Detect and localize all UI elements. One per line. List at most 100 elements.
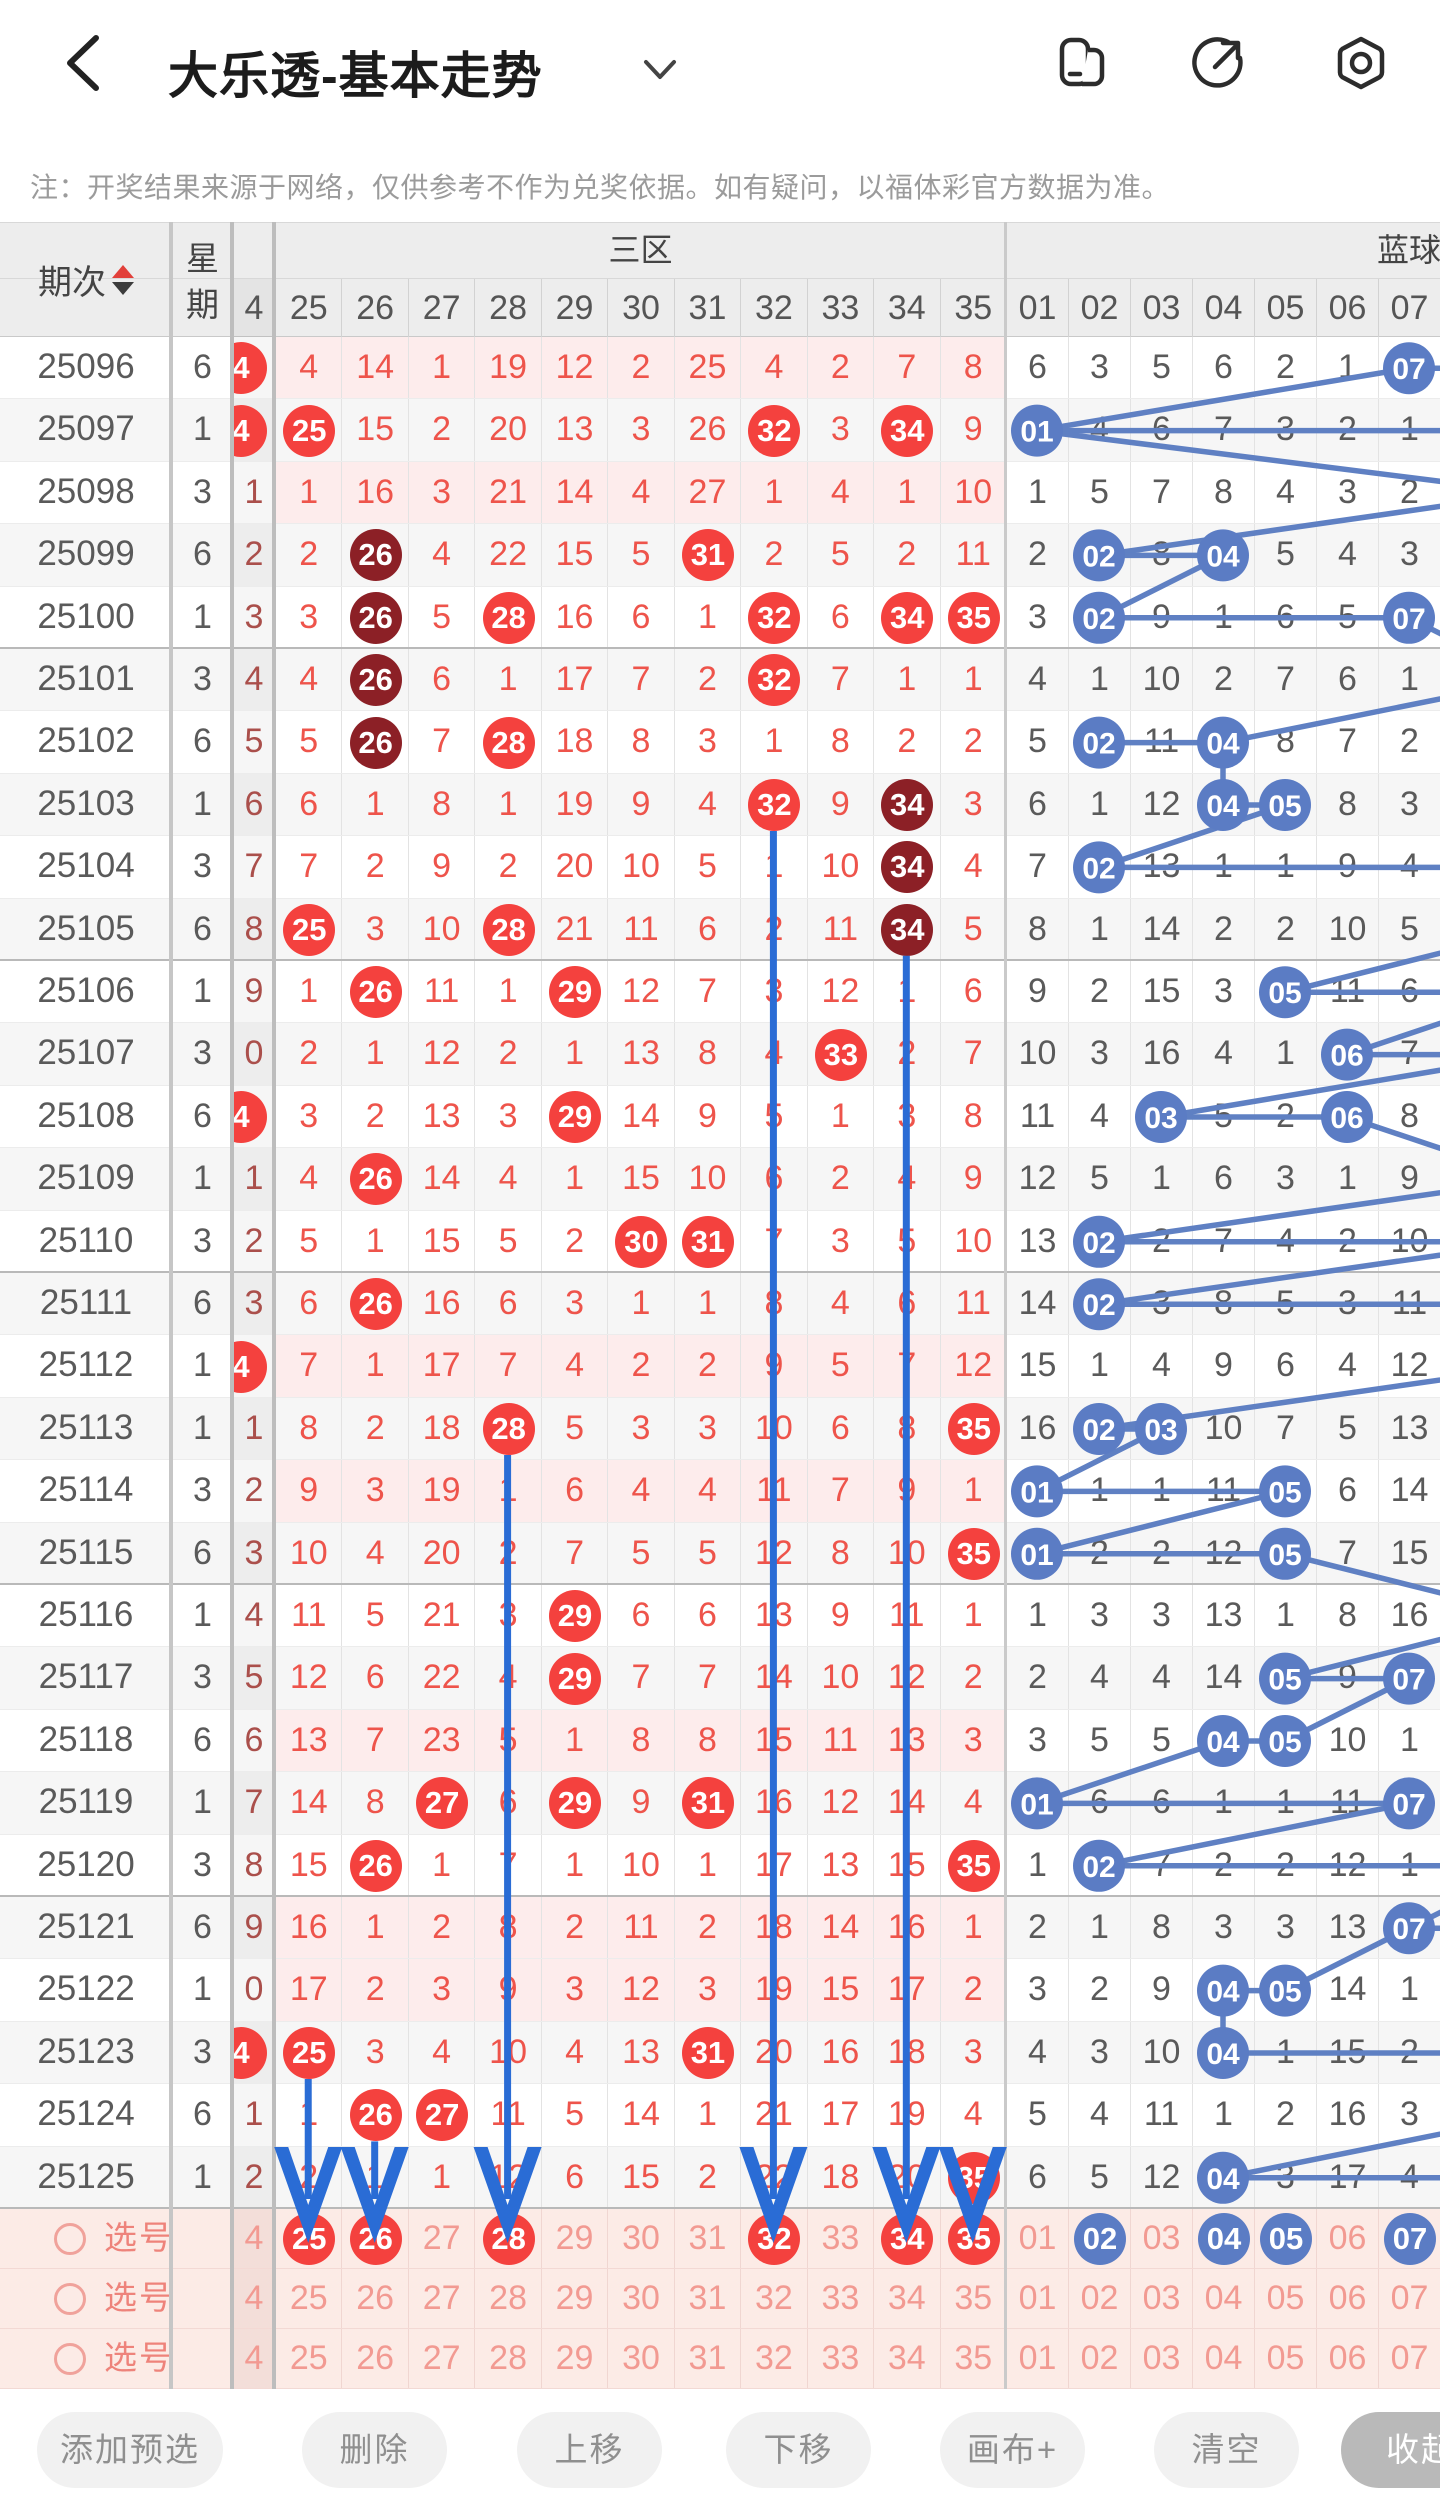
toolbar-button-5[interactable]: 画布+	[940, 2412, 1085, 2488]
select-number-red[interactable]: 35	[939, 2329, 1006, 2388]
select-number-blue[interactable]: 03	[1130, 2209, 1192, 2268]
red-miss-cell: 2	[806, 1148, 873, 1210]
select-number-blue[interactable]: 06	[1316, 2209, 1378, 2268]
record-icon[interactable]	[1332, 34, 1390, 92]
select-number-blue[interactable]: 07	[1378, 2269, 1440, 2328]
select-number-blue[interactable]: 02	[1068, 2269, 1130, 2328]
select-number-red[interactable]: 31	[673, 2329, 740, 2388]
selected-blue-ball[interactable]: 02	[1074, 2213, 1126, 2265]
toolbar-button-6[interactable]: 清空	[1154, 2412, 1299, 2488]
select-number-red[interactable]: 27	[407, 2269, 474, 2328]
select-number-red[interactable]: 25	[275, 2329, 341, 2388]
selected-blue-ball[interactable]: 05	[1260, 2213, 1312, 2265]
share-icon[interactable]	[1190, 34, 1248, 92]
red-miss-cell: 3	[341, 2021, 407, 2084]
select-number-red[interactable]: 29	[540, 2329, 607, 2388]
select-number-red[interactable]: 27	[407, 2329, 474, 2388]
selected-red-ball[interactable]: 25	[283, 2213, 336, 2265]
select-number-blue[interactable]: 06	[1316, 2269, 1378, 2328]
toolbar-button-2[interactable]: 删除	[302, 2412, 447, 2488]
select-number-blue[interactable]: 03	[1130, 2269, 1192, 2328]
select-number-red[interactable]: 33	[806, 2209, 873, 2268]
select-number-red[interactable]: 34	[873, 2209, 939, 2268]
red-miss-cell: 28	[474, 898, 540, 959]
toolbar-button-4[interactable]: 下移	[726, 2412, 871, 2488]
red-miss-cell: 31	[673, 1772, 740, 1834]
select-number-blue[interactable]: 05	[1254, 2209, 1316, 2268]
select-number-blue[interactable]: 02	[1068, 2209, 1130, 2268]
select-number-red[interactable]: 32	[740, 2269, 806, 2328]
select-number-blue[interactable]: 05	[1254, 2269, 1316, 2328]
selected-red-ball[interactable]: 35	[947, 2213, 1000, 2265]
select-row-radio[interactable]	[54, 2223, 86, 2255]
selected-red-ball[interactable]: 34	[881, 2213, 934, 2265]
select-number-red[interactable]: 29	[540, 2209, 607, 2268]
red-miss-cell: 2	[474, 836, 540, 898]
red-miss-cell: 16	[341, 461, 408, 524]
select-number-blue[interactable]: 03	[1130, 2329, 1192, 2388]
red-miss-cell: 4	[806, 1273, 873, 1335]
select-row-radio[interactable]	[54, 2343, 86, 2375]
blue-miss-cell: 15	[1316, 2021, 1378, 2084]
select-number-blue[interactable]: 04	[1192, 2209, 1254, 2268]
toolbar-button-1[interactable]: 添加预选	[37, 2412, 223, 2488]
select-number-red[interactable]: 27	[407, 2209, 474, 2268]
red-miss-cell: 2	[474, 1023, 540, 1085]
select-number-red[interactable]: 25	[275, 2269, 341, 2328]
select-number-red[interactable]: 26	[341, 2329, 407, 2388]
blue-miss-cell: 2	[1192, 1834, 1254, 1895]
period-sort-header[interactable]: 期次	[0, 222, 172, 337]
select-number-blue[interactable]: 04	[1192, 2269, 1254, 2328]
select-number-blue[interactable]: 01	[1006, 2329, 1068, 2388]
red-miss-cell: 7	[740, 1210, 806, 1271]
selected-red-ball[interactable]: 32	[748, 2213, 801, 2265]
select-number-red[interactable]: 32	[740, 2209, 806, 2268]
blue-miss-cell: 8	[1316, 773, 1378, 836]
windows-icon[interactable]	[1054, 34, 1112, 92]
toolbar-button-7[interactable]: 收起	[1341, 2412, 1440, 2488]
select-number-red[interactable]: 33	[806, 2269, 873, 2328]
select-number-red[interactable]: 26	[341, 2269, 407, 2328]
blue-miss-cell: 2	[1068, 961, 1130, 1023]
select-number-blue[interactable]: 01	[1006, 2209, 1068, 2268]
title-dropdown-icon[interactable]	[640, 58, 680, 82]
select-number-red[interactable]: 35	[939, 2209, 1006, 2268]
select-row-radio[interactable]	[54, 2283, 86, 2315]
select-number-red[interactable]: 31	[673, 2269, 740, 2328]
select-number-red[interactable]: 30	[607, 2209, 673, 2268]
select-number-red[interactable]: 26	[341, 2209, 407, 2268]
select-number-red[interactable]: 28	[474, 2329, 540, 2388]
cut-miss-value: 5	[244, 1658, 264, 1697]
select-number-blue[interactable]: 01	[1006, 2269, 1068, 2328]
select-number-blue[interactable]: 05	[1254, 2329, 1316, 2388]
select-number-red[interactable]: 30	[607, 2269, 673, 2328]
blue-miss-cell: 11	[1378, 1273, 1440, 1335]
selected-blue-ball[interactable]: 07	[1384, 2213, 1436, 2265]
select-number-red[interactable]: 34	[873, 2329, 939, 2388]
red-miss-cell: 35	[939, 2146, 1006, 2207]
selected-red-ball[interactable]: 26	[349, 2213, 402, 2265]
selected-blue-ball[interactable]: 04	[1198, 2213, 1250, 2265]
select-number-blue[interactable]: 06	[1316, 2329, 1378, 2388]
select-number-red[interactable]: 31	[673, 2209, 740, 2268]
select-number-red[interactable]: 29	[540, 2269, 607, 2328]
select-number-red[interactable]: 28	[474, 2209, 540, 2268]
select-number-blue[interactable]: 07	[1378, 2209, 1440, 2268]
select-number-red[interactable]: 25	[275, 2209, 341, 2268]
select-number-red[interactable]: 34	[873, 2269, 939, 2328]
red-miss-cell: 17	[740, 1834, 806, 1895]
back-icon[interactable]	[58, 32, 110, 94]
select-number-red[interactable]: 30	[607, 2329, 673, 2388]
select-number-red[interactable]: 35	[939, 2269, 1006, 2328]
select-number-blue[interactable]: 04	[1192, 2329, 1254, 2388]
select-number-blue[interactable]: 07	[1378, 2329, 1440, 2388]
select-number-red[interactable]: 28	[474, 2269, 540, 2328]
sort-icon[interactable]	[112, 264, 134, 295]
selected-red-ball[interactable]: 28	[482, 2213, 535, 2265]
blue-miss-cell	[1254, 1460, 1316, 1522]
select-number-red[interactable]: 32	[740, 2329, 806, 2388]
cut-cell: 1	[233, 1148, 275, 1209]
select-number-red[interactable]: 33	[806, 2329, 873, 2388]
toolbar-button-3[interactable]: 上移	[517, 2412, 662, 2488]
select-number-blue[interactable]: 02	[1068, 2329, 1130, 2388]
